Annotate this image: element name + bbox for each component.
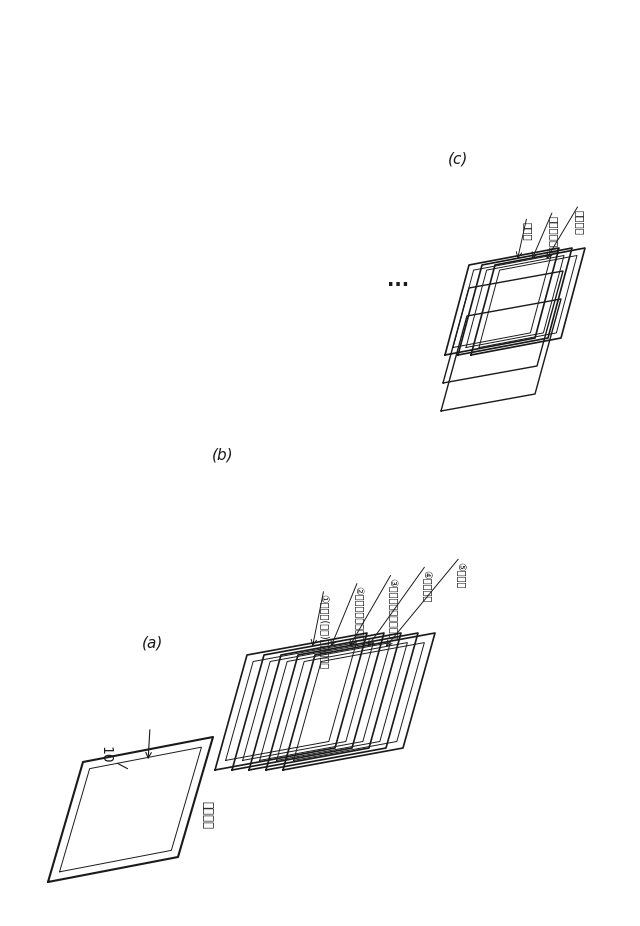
Text: ユニットバス: ユニットバス [548,216,558,253]
Text: ③スイッチボックス図: ③スイッチボックス図 [387,578,397,640]
Text: 参考図面: 参考図面 [200,801,214,829]
Text: ①平面図(参考)ベース図面: ①平面図(参考)ベース図面 [319,594,329,669]
Text: (c): (c) [448,152,468,167]
Text: キッチン: キッチン [574,209,584,234]
Text: (a): (a) [142,635,164,650]
Text: ②電灯コンセント図: ②電灯コンセント図 [353,586,363,642]
Text: 10: 10 [98,746,112,764]
Text: ④給排水図: ④給排水図 [421,570,431,602]
Text: トイレ: トイレ [522,221,532,240]
Text: ⑤換気図: ⑤換気図 [455,562,465,588]
Text: (b): (b) [212,447,234,462]
Text: ...: ... [387,270,409,290]
